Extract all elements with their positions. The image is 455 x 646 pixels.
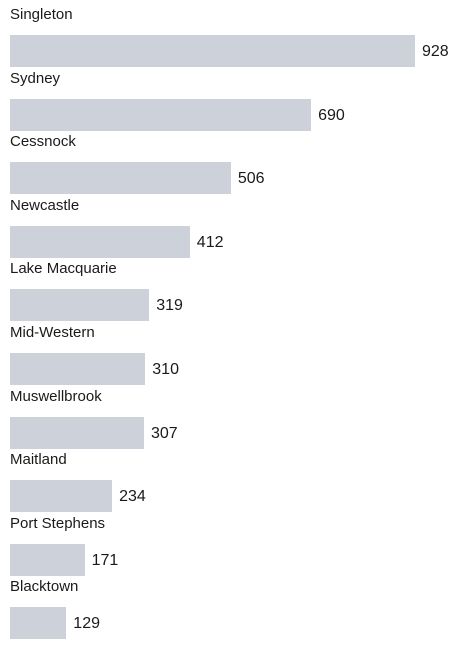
value-label: 319 <box>156 297 183 315</box>
category-label: Maitland <box>10 451 67 469</box>
category-label: Port Stephens <box>10 514 106 532</box>
category-label: Sydney <box>10 69 61 87</box>
bar <box>10 35 415 67</box>
value-label: 412 <box>196 233 224 251</box>
bar-row: Muswellbrook 307 <box>0 388 455 452</box>
bar <box>10 353 146 385</box>
value-label: 129 <box>73 615 100 633</box>
bar-row: Lake Macquarie 319 <box>0 260 455 324</box>
category-label: Newcastle <box>10 196 80 214</box>
value-label: 928 <box>422 43 449 60</box>
bar <box>10 543 85 576</box>
category-label: Cessnock <box>10 133 76 151</box>
bar-row: Mid-Western 310 <box>0 324 455 388</box>
bar-row: Newcastle 412 <box>0 197 455 261</box>
category-label: Singleton <box>10 6 73 23</box>
bar <box>10 225 190 258</box>
category-label: Blacktown <box>10 578 79 596</box>
value-label: 310 <box>152 361 179 378</box>
bar-row: Singleton 928 <box>0 6 455 70</box>
value-label: 506 <box>237 170 265 188</box>
bar-row: Blacktown 129 <box>0 578 455 642</box>
bar-row: Cessnock 506 <box>0 133 455 197</box>
value-label: 234 <box>119 488 146 506</box>
category-label: Muswellbrook <box>10 387 102 405</box>
bar <box>10 416 144 449</box>
bar-row: Sydney 690 <box>0 70 455 134</box>
value-label: 690 <box>318 106 345 124</box>
bar <box>10 289 150 322</box>
value-label: 307 <box>150 424 178 442</box>
bar <box>10 98 312 131</box>
category-label: Mid-Western <box>10 324 95 341</box>
bar-row: Port Stephens 171 <box>0 515 455 579</box>
bar <box>10 162 231 195</box>
category-label: Lake Macquarie <box>10 260 117 278</box>
bar <box>10 607 67 640</box>
bar-row: Maitland 234 <box>0 451 455 515</box>
bar <box>10 480 113 513</box>
value-label: 171 <box>91 551 119 569</box>
